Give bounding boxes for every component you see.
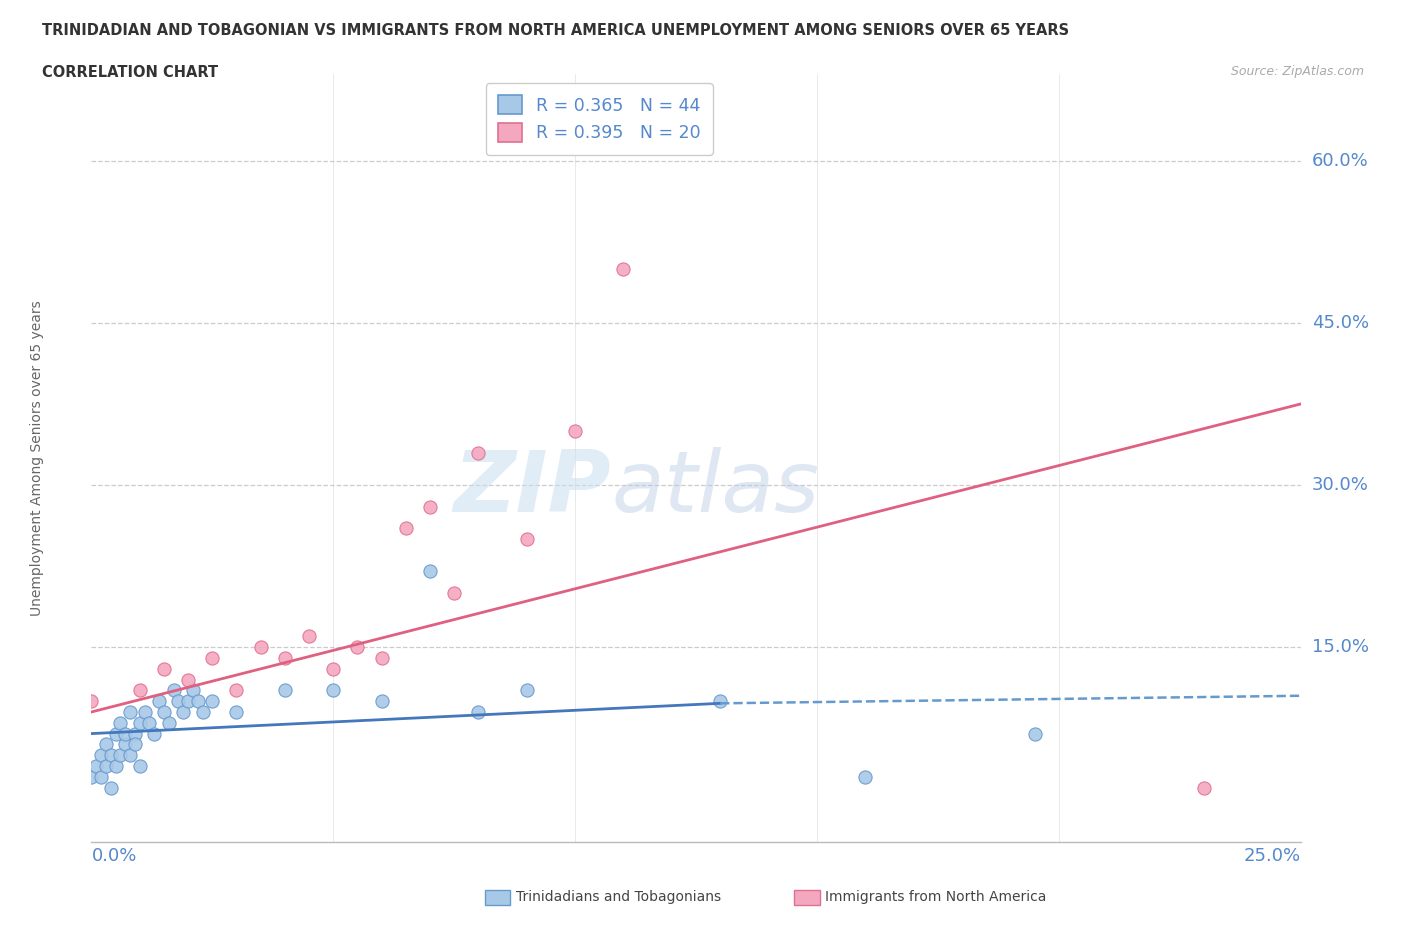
Text: atlas: atlas [612,447,820,530]
Point [80,769,103,784]
Point [128,715,150,730]
Point [564,423,586,438]
Point [84,759,107,774]
Point [134,705,156,720]
Text: 0.0%: 0.0% [91,847,136,865]
Text: 25.0%: 25.0% [1243,847,1301,865]
Point [90,769,112,784]
Point [124,737,146,751]
Point [298,629,321,644]
Text: 45.0%: 45.0% [1312,314,1369,332]
Point [395,521,418,536]
Point [162,683,184,698]
Point [157,715,180,730]
Point [148,694,170,709]
Point [100,780,122,795]
Point [201,694,224,709]
Point [467,705,489,720]
Point [853,769,876,784]
Point [153,705,176,720]
Point [249,640,271,655]
Text: Source: ZipAtlas.com: Source: ZipAtlas.com [1230,65,1364,78]
Point [225,683,247,698]
Point [100,748,122,763]
Point [143,726,166,741]
Point [419,499,441,514]
Point [167,694,190,709]
Point [370,650,392,665]
Point [419,565,441,579]
Point [201,650,224,665]
Text: Immigrants from North America: Immigrants from North America [825,890,1046,905]
Point [516,683,538,698]
Point [114,737,136,751]
Point [114,726,136,741]
Point [153,661,176,676]
Point [274,683,297,698]
Point [90,748,112,763]
Point [128,683,150,698]
Point [612,261,634,276]
Point [120,748,142,763]
Point [104,726,127,741]
Point [467,445,489,460]
Text: 15.0%: 15.0% [1312,638,1368,657]
Text: Trinidadians and Tobagonians: Trinidadians and Tobagonians [516,890,721,905]
Text: ZIP: ZIP [454,447,612,530]
Point [322,661,344,676]
Point [110,748,132,763]
Point [322,683,344,698]
Point [191,705,214,720]
Point [181,683,204,698]
Point [177,672,200,687]
Point [94,737,117,751]
Point [124,726,146,741]
Text: CORRELATION CHART: CORRELATION CHART [42,65,218,80]
Legend: R = 0.365   N = 44, R = 0.395   N = 20: R = 0.365 N = 44, R = 0.395 N = 20 [485,83,713,154]
Point [225,705,247,720]
Point [346,640,368,655]
Point [104,759,127,774]
Point [80,694,103,709]
Point [516,532,538,547]
Point [274,650,297,665]
Point [94,759,117,774]
Point [177,694,200,709]
Point [443,586,465,601]
Point [187,694,209,709]
Point [709,694,731,709]
Text: TRINIDADIAN AND TOBAGONIAN VS IMMIGRANTS FROM NORTH AMERICA UNEMPLOYMENT AMONG S: TRINIDADIAN AND TOBAGONIAN VS IMMIGRANTS… [42,23,1070,38]
Point [172,705,194,720]
Point [1192,780,1215,795]
Point [1024,726,1046,741]
Text: 60.0%: 60.0% [1312,152,1368,170]
Text: 30.0%: 30.0% [1312,476,1368,494]
Point [120,705,142,720]
Text: Unemployment Among Seniors over 65 years: Unemployment Among Seniors over 65 years [30,300,44,616]
Point [110,715,132,730]
Point [138,715,160,730]
Point [370,694,392,709]
Point [128,759,150,774]
